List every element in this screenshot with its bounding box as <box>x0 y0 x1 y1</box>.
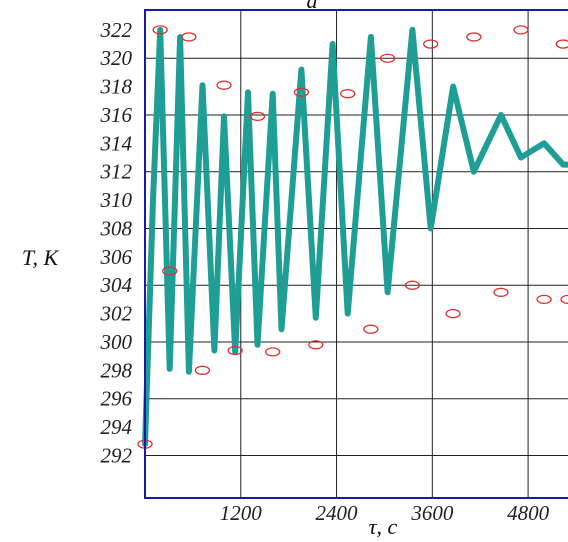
data-marker <box>181 32 197 42</box>
y-tick-label: 304 <box>100 273 133 297</box>
y-tick-label: 292 <box>101 443 133 467</box>
data-marker <box>249 111 266 122</box>
y-tick-label: 302 <box>100 302 133 326</box>
chart-title: a <box>307 0 318 13</box>
data-marker <box>227 345 243 356</box>
data-marker <box>555 39 568 49</box>
data-marker <box>308 340 324 350</box>
data-marker <box>379 53 396 63</box>
series-line <box>142 26 568 448</box>
y-tick-label: 294 <box>101 415 133 439</box>
y-tick-label: 318 <box>100 75 133 99</box>
y-tick-label: 310 <box>100 188 133 212</box>
plot-frame <box>144 9 568 499</box>
y-tick-label: 300 <box>100 330 133 354</box>
data-marker <box>404 280 421 290</box>
y-tick-label: 296 <box>101 387 133 411</box>
data-marker <box>560 294 568 305</box>
y-tick-label: 312 <box>100 160 133 184</box>
data-marker <box>152 25 168 35</box>
data-marker <box>445 308 461 319</box>
y-tick-label: 298 <box>101 358 133 382</box>
data-marker <box>363 324 379 334</box>
x-tick-labels: 1200 2400 3600 4800 <box>220 501 550 525</box>
data-marker <box>536 294 552 305</box>
y-tick-label: 314 <box>100 131 133 155</box>
y-tick-label: 320 <box>100 46 133 70</box>
data-marker <box>216 80 232 90</box>
y-tick-label: 316 <box>100 103 133 127</box>
data-marker <box>265 347 281 357</box>
data-marker <box>340 89 356 99</box>
data-marker <box>194 365 211 375</box>
x-tick-label: 2400 <box>316 501 359 525</box>
y-tick-label: 322 <box>100 18 133 42</box>
y-tick-label: 308 <box>100 216 133 240</box>
data-marker <box>466 32 482 42</box>
data-marker <box>293 87 310 97</box>
x-tick-label: 1200 <box>220 501 263 525</box>
x-axis-label: τ, c <box>369 514 398 539</box>
data-marker <box>162 266 178 276</box>
y-axis-label: T, K <box>22 245 60 270</box>
data-marker <box>423 39 439 49</box>
data-marker <box>513 25 529 35</box>
y-tick-label: 306 <box>100 245 133 269</box>
data-markers <box>137 25 568 449</box>
plot-area <box>137 25 568 449</box>
x-tick-label: 3600 <box>410 501 454 525</box>
data-marker <box>493 287 509 297</box>
x-tick-label: 4800 <box>507 501 550 525</box>
y-tick-labels: 292 294 296 298 300 302 304 306 308 310 312 314 316 3… <box>100 18 133 468</box>
